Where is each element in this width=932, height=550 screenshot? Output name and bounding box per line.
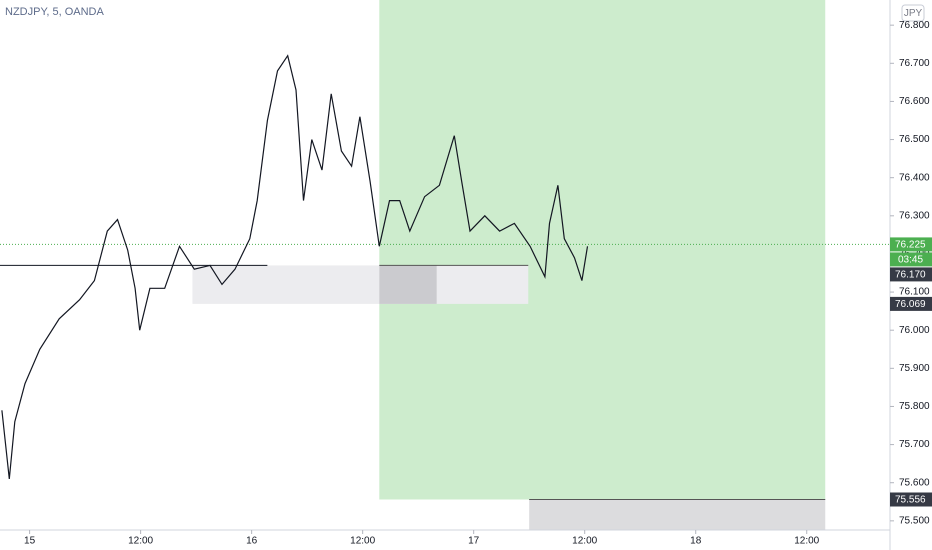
x-tick-label: 12:00 <box>572 536 597 547</box>
y-tick-label: 76.800 <box>899 20 930 31</box>
last-price-tag-bg <box>890 237 932 252</box>
y-tick-label: 75.800 <box>899 401 930 412</box>
y-tick-label: 76.300 <box>899 210 930 221</box>
zone <box>529 499 826 530</box>
price-tag-bg <box>890 267 932 282</box>
y-tick-label: 76.600 <box>899 96 930 107</box>
price-tag-bg <box>890 492 932 507</box>
countdown: 03:45 <box>898 255 923 266</box>
zone <box>379 0 826 500</box>
y-tick-label: 76.700 <box>899 58 930 69</box>
x-tick-label: 12:00 <box>350 536 375 547</box>
y-tick-label: 76.100 <box>899 287 930 298</box>
price-tag: 76.170 <box>895 270 926 281</box>
plot-area <box>0 0 890 530</box>
price-tag: 76.069 <box>895 299 926 310</box>
price-tag: 75.556 <box>895 495 926 506</box>
x-tick-label: 12:00 <box>128 536 153 547</box>
y-tick-label: 75.600 <box>899 477 930 488</box>
zone <box>379 265 437 304</box>
currency-label[interactable]: JPY <box>904 8 923 19</box>
y-tick-label: 75.700 <box>899 439 930 450</box>
countdown-bg <box>890 252 932 267</box>
x-tick-label: 18 <box>690 536 702 547</box>
y-tick-label: 76.500 <box>899 134 930 145</box>
price-line-series <box>1 54 589 479</box>
x-tick-label: 15 <box>24 536 36 547</box>
chart-title: NZDJPY, 5, OANDA <box>5 6 104 18</box>
currency-box[interactable] <box>901 4 925 22</box>
x-tick-label: 12:00 <box>794 536 819 547</box>
y-tick-label: 75.500 <box>899 515 930 526</box>
y-tick-label: 76.400 <box>899 172 930 183</box>
x-tick-label: 16 <box>246 536 258 547</box>
last-price-tag: 76.225 <box>895 240 926 251</box>
price-tag-bg <box>890 296 932 311</box>
y-tick-label: 76.000 <box>899 325 930 336</box>
x-tick-label: 17 <box>468 536 480 547</box>
y-tick-label: 75.900 <box>899 363 930 374</box>
zone <box>192 265 529 304</box>
